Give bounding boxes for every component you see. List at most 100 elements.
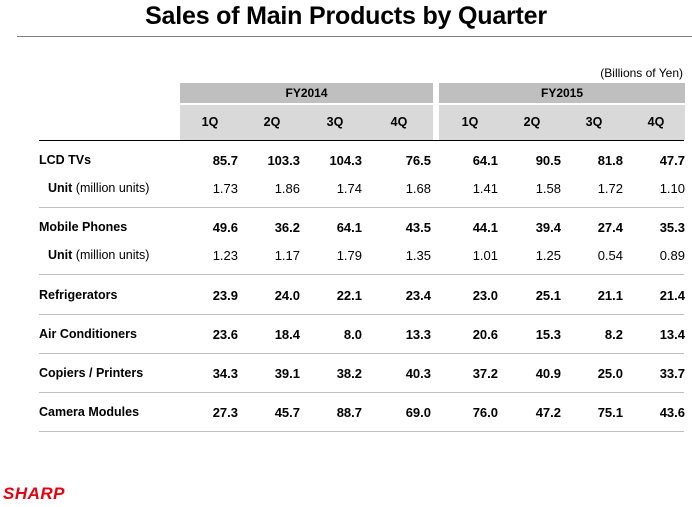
table-cell: 21.4 (659, 288, 685, 303)
row-label: Camera Modules (39, 405, 139, 419)
col-header-fy2015-1q: 1Q (461, 115, 479, 129)
table-cell: 21.1 (597, 288, 623, 303)
table-cell: 0.54 (597, 248, 623, 263)
table-cell: 25.0 (597, 366, 623, 381)
row-divider (39, 353, 684, 354)
table-cell: 23.0 (472, 288, 498, 303)
table-cell: 34.3 (212, 366, 238, 381)
table-cell: 88.7 (336, 405, 362, 420)
row-label-text: LCD TVs (39, 153, 92, 167)
table-cell: 1.41 (472, 181, 498, 196)
table-cell: 43.6 (659, 405, 685, 420)
col-header-fy2015-3q: 3Q (585, 115, 603, 129)
table-cell: 25.1 (535, 288, 561, 303)
row-label-text: Copiers / Printers (39, 366, 144, 380)
row-divider (39, 314, 684, 315)
header-divider (39, 140, 684, 141)
fy2015-quarter-band (439, 105, 685, 140)
table-cell: 104.3 (329, 153, 362, 168)
table-cell: 47.2 (535, 405, 561, 420)
table-cell: 27.4 (597, 220, 623, 235)
col-header-fy2014-2q: 2Q (263, 115, 281, 129)
row-unit-note: (million units) (72, 248, 150, 262)
row-divider (39, 431, 684, 432)
fy2014-header: FY2014 (180, 83, 433, 103)
title-divider (17, 36, 692, 37)
row-label-text: Unit (48, 181, 73, 195)
row-label: LCD TVs (39, 153, 91, 167)
table-cell: 38.2 (336, 366, 362, 381)
table-cell: 90.5 (535, 153, 561, 168)
row-label: Refrigerators (39, 288, 118, 302)
table-cell: 64.1 (472, 153, 498, 168)
row-label-text: Unit (48, 248, 73, 262)
row-label-text: Mobile Phones (39, 220, 128, 234)
row-divider (39, 392, 684, 393)
row-divider (39, 274, 684, 275)
table-cell: 1.73 (212, 181, 238, 196)
col-header-fy2015-2q: 2Q (523, 115, 541, 129)
row-label-text: Air Conditioners (39, 327, 137, 341)
row-label: Unit (million units) (48, 181, 149, 195)
row-label: Unit (million units) (48, 248, 149, 262)
table-cell: 40.3 (405, 366, 431, 381)
table-cell: 18.4 (274, 327, 300, 342)
table-cell: 8.2 (604, 327, 623, 342)
row-label: Mobile Phones (39, 220, 127, 234)
table-cell: 64.1 (336, 220, 362, 235)
row-divider (39, 207, 684, 208)
col-header-fy2014-4q: 4Q (390, 115, 408, 129)
table-cell: 1.72 (597, 181, 623, 196)
table-cell: 23.6 (212, 327, 238, 342)
table-cell: 23.4 (405, 288, 431, 303)
table-cell: 35.3 (659, 220, 685, 235)
row-unit-note: (million units) (72, 181, 150, 195)
row-label: Air Conditioners (39, 327, 137, 341)
table-cell: 1.25 (535, 248, 561, 263)
table-cell: 15.3 (535, 327, 561, 342)
table-cell: 39.4 (535, 220, 561, 235)
table-cell: 103.3 (267, 153, 300, 168)
table-cell: 1.86 (274, 181, 300, 196)
table-cell: 20.6 (472, 327, 498, 342)
table-cell: 1.23 (212, 248, 238, 263)
table-cell: 76.5 (405, 153, 431, 168)
col-header-fy2014-3q: 3Q (326, 115, 344, 129)
table-cell: 13.4 (659, 327, 685, 342)
table-cell: 37.2 (472, 366, 498, 381)
table-cell: 8.0 (343, 327, 362, 342)
table-cell: 69.0 (405, 405, 431, 420)
table-cell: 1.79 (336, 248, 362, 263)
table-cell: 1.01 (472, 248, 498, 263)
table-cell: 39.1 (274, 366, 300, 381)
table-cell: 23.9 (212, 288, 238, 303)
table-cell: 81.8 (597, 153, 623, 168)
page-title: Sales of Main Products by Quarter (145, 2, 547, 30)
row-label: Copiers / Printers (39, 366, 143, 380)
table-cell: 27.3 (212, 405, 238, 420)
table-cell: 13.3 (405, 327, 431, 342)
table-cell: 45.7 (274, 405, 300, 420)
units-note: (Billions of Yen) (600, 66, 683, 80)
table-cell: 47.7 (659, 153, 685, 168)
table-cell: 49.6 (212, 220, 238, 235)
table-cell: 75.1 (597, 405, 623, 420)
table-cell: 44.1 (472, 220, 498, 235)
table-cell: 85.7 (212, 153, 238, 168)
table-cell: 33.7 (659, 366, 685, 381)
table-cell: 36.2 (274, 220, 300, 235)
row-label-text: Refrigerators (39, 288, 118, 302)
fy2014-quarter-band (180, 105, 433, 140)
table-cell: 76.0 (472, 405, 498, 420)
table-cell: 0.89 (659, 248, 685, 263)
table-cell: 1.74 (336, 181, 362, 196)
sharp-logo: SHARP (3, 484, 66, 503)
table-cell: 40.9 (535, 366, 561, 381)
col-header-fy2015-4q: 4Q (647, 115, 665, 129)
fy2015-header: FY2015 (439, 83, 685, 103)
table-cell: 43.5 (405, 220, 431, 235)
table-cell: 24.0 (274, 288, 300, 303)
table-cell: 1.17 (274, 248, 300, 263)
table-cell: 1.58 (535, 181, 561, 196)
table-cell: 1.35 (405, 248, 431, 263)
